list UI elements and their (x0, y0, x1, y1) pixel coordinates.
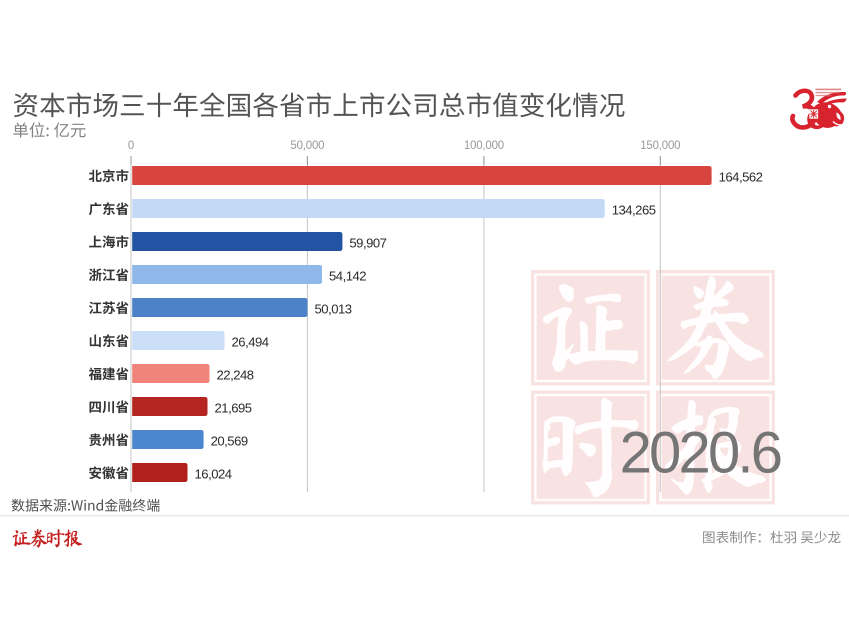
svg-text:50,000: 50,000 (290, 140, 324, 152)
svg-text:0: 0 (128, 140, 134, 152)
svg-text:54,142: 54,142 (329, 268, 366, 283)
svg-text:26,494: 26,494 (232, 334, 269, 349)
svg-text:20,569: 20,569 (211, 433, 248, 448)
svg-text:59,907: 59,907 (349, 235, 386, 250)
svg-text:21,695: 21,695 (215, 400, 252, 415)
svg-text:100,000: 100,000 (464, 140, 504, 152)
svg-text:164,562: 164,562 (719, 169, 763, 184)
svg-text:150,000: 150,000 (640, 140, 680, 152)
svg-text:50,013: 50,013 (315, 301, 352, 316)
svg-text:2020.6: 2020.6 (620, 421, 781, 486)
svg-text:16,024: 16,024 (195, 466, 232, 481)
svg-text:22,248: 22,248 (217, 367, 254, 382)
svg-text:134,265: 134,265 (612, 202, 656, 217)
